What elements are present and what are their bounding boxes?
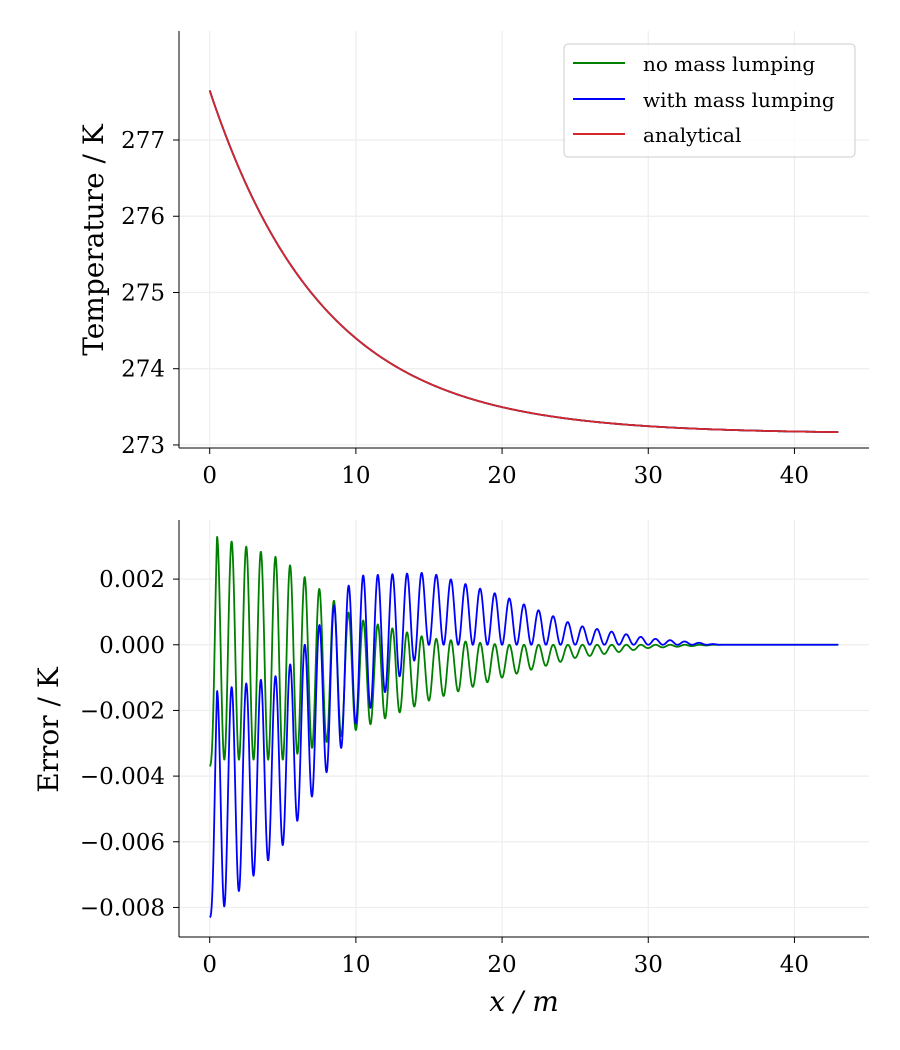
temperature-x-tick-label: 20 [487, 463, 516, 489]
legend-label-analytical: analytical [643, 123, 741, 147]
error-ticks: 0 10 20 30 40 −0.008 −0.006 −0.004 −0.002 0.000 0.… [80, 567, 809, 978]
error-y-axis-title: Error / K [32, 666, 65, 793]
temperature-chart: 0 10 20 30 40 273 274 275 276 277 Temperature / K… [77, 31, 869, 489]
error-y-tick-label: −0.004 [80, 764, 165, 790]
error-x-tick-label: 30 [634, 952, 663, 978]
error-y-tick-label: −0.008 [80, 895, 165, 921]
temperature-x-tick-label: 10 [341, 463, 370, 489]
temperature-y-tick-label: 276 [121, 204, 165, 230]
temperature-y-tick-label: 274 [121, 357, 165, 383]
error-y-tick-label: 0.000 [99, 633, 165, 659]
temperature-series [208, 90, 839, 434]
legend-box [563, 43, 856, 158]
temperature-y-axis-title: Temperature / K [77, 123, 110, 356]
temperature-x-tick-label: 40 [780, 463, 809, 489]
error-y-tick-label: −0.002 [80, 698, 165, 724]
temperature-y-tick-label: 273 [121, 433, 165, 459]
temperature-ticks: 0 10 20 30 40 273 274 275 276 277 [121, 128, 809, 489]
error-y-tick-label: 0.002 [99, 567, 165, 593]
error-x-axis-title: x / m [489, 985, 559, 1018]
error-x-tick-label: 20 [487, 952, 516, 978]
temperature-y-tick-label: 277 [121, 128, 165, 154]
error-x-tick-label: 40 [780, 952, 809, 978]
error-x-tick-label: 0 [202, 952, 217, 978]
legend: no mass lumping with mass lumping analyt… [563, 43, 856, 158]
legend-label-no-mass-lumping: no mass lumping [643, 52, 815, 76]
legend-label-with-mass-lumping: with mass lumping [643, 88, 835, 112]
error-line-with-mass-lumping [209, 571, 839, 919]
error-y-tick-label: −0.006 [80, 830, 165, 856]
error-chart: 0 10 20 30 40 −0.008 −0.006 −0.004 −0.002 0.000 0.… [32, 520, 869, 1018]
temperature-x-tick-label: 30 [634, 463, 663, 489]
temperature-line-analytical [208, 90, 839, 434]
error-grid [179, 520, 869, 937]
error-x-tick-label: 10 [341, 952, 370, 978]
temperature-y-tick-label: 275 [121, 280, 165, 306]
error-series [209, 535, 839, 919]
temperature-x-tick-label: 0 [202, 463, 217, 489]
